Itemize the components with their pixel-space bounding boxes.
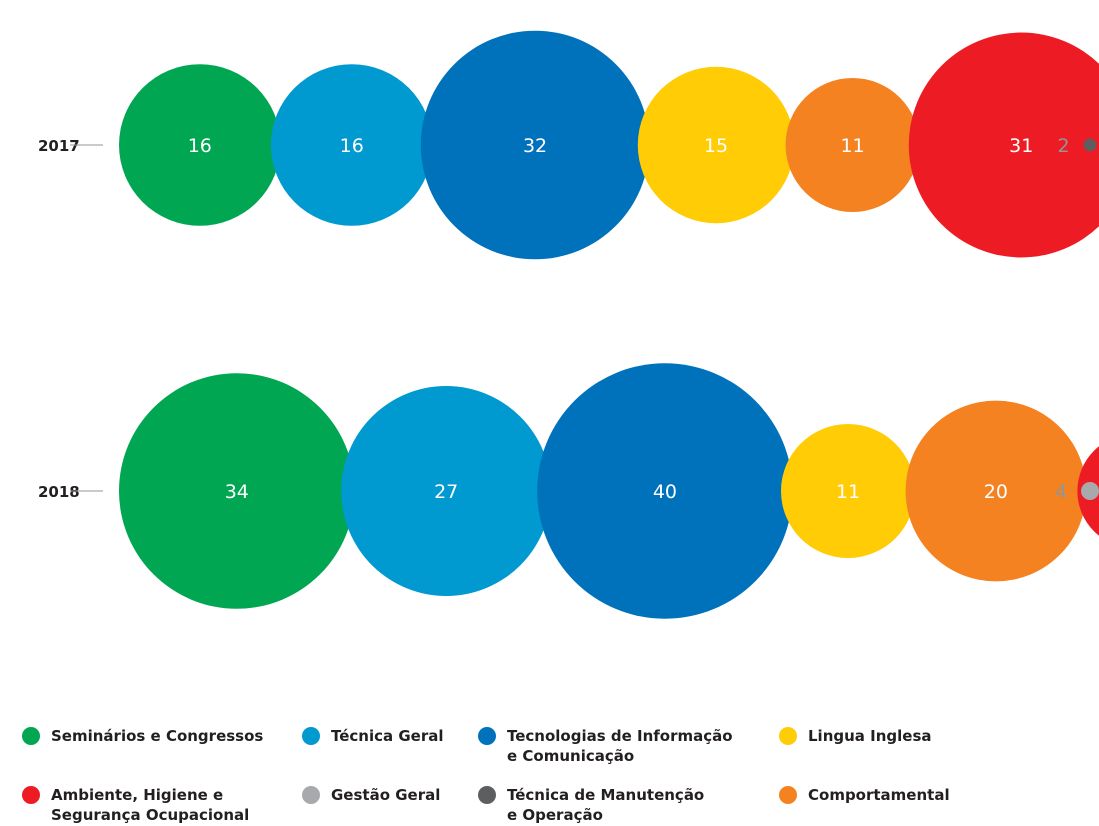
bubble-lingua-inglesa [780, 424, 915, 558]
bubble-gestao-geral [1081, 482, 1099, 500]
bubble-seminarios-e-congressos [119, 373, 355, 609]
bubble-value-label: 34 [225, 481, 249, 503]
bubble-ambiente-higiene-e-seguranca-ocupacional [908, 32, 1099, 258]
bubble-value-label: 27 [434, 481, 458, 503]
row-label: 2017 [38, 137, 80, 155]
bubble-value-label: 31 [1009, 135, 1033, 157]
bubble-seminarios-e-congressos [119, 64, 281, 226]
bubble-value-label: 40 [653, 481, 677, 503]
bubble-value-label: 11 [840, 135, 864, 157]
bubble-value-label: 16 [188, 135, 212, 157]
bubble-value-label: 11 [836, 481, 860, 503]
bubble-comportamental [785, 78, 920, 212]
bubble-comportamental [905, 400, 1087, 582]
bubble-tecnica-de-manutencao-e-operacao [1083, 138, 1097, 152]
bubble-value-label: 2 [1058, 135, 1070, 157]
bubble-value-label: 16 [340, 135, 364, 157]
bubble-value-label: 4 [1055, 481, 1067, 503]
bubble-lingua-inglesa [637, 66, 795, 224]
bubble-value-label: 20 [984, 481, 1008, 503]
bubble-value-label: 15 [704, 135, 728, 157]
row-2018: 2018342740112084 [38, 363, 1099, 619]
bubble-tecnica-geral [341, 386, 552, 596]
row-2017: 201716163215113162 [38, 30, 1099, 260]
bubble-tecnologias-de-informacao-e-comunicacao [537, 363, 793, 619]
bubble-tecnica-geral [270, 64, 433, 226]
bubble-tecnologias-de-informacao-e-comunicacao [420, 30, 650, 260]
row-label: 2018 [38, 483, 80, 501]
bubble-value-label: 32 [523, 135, 547, 157]
